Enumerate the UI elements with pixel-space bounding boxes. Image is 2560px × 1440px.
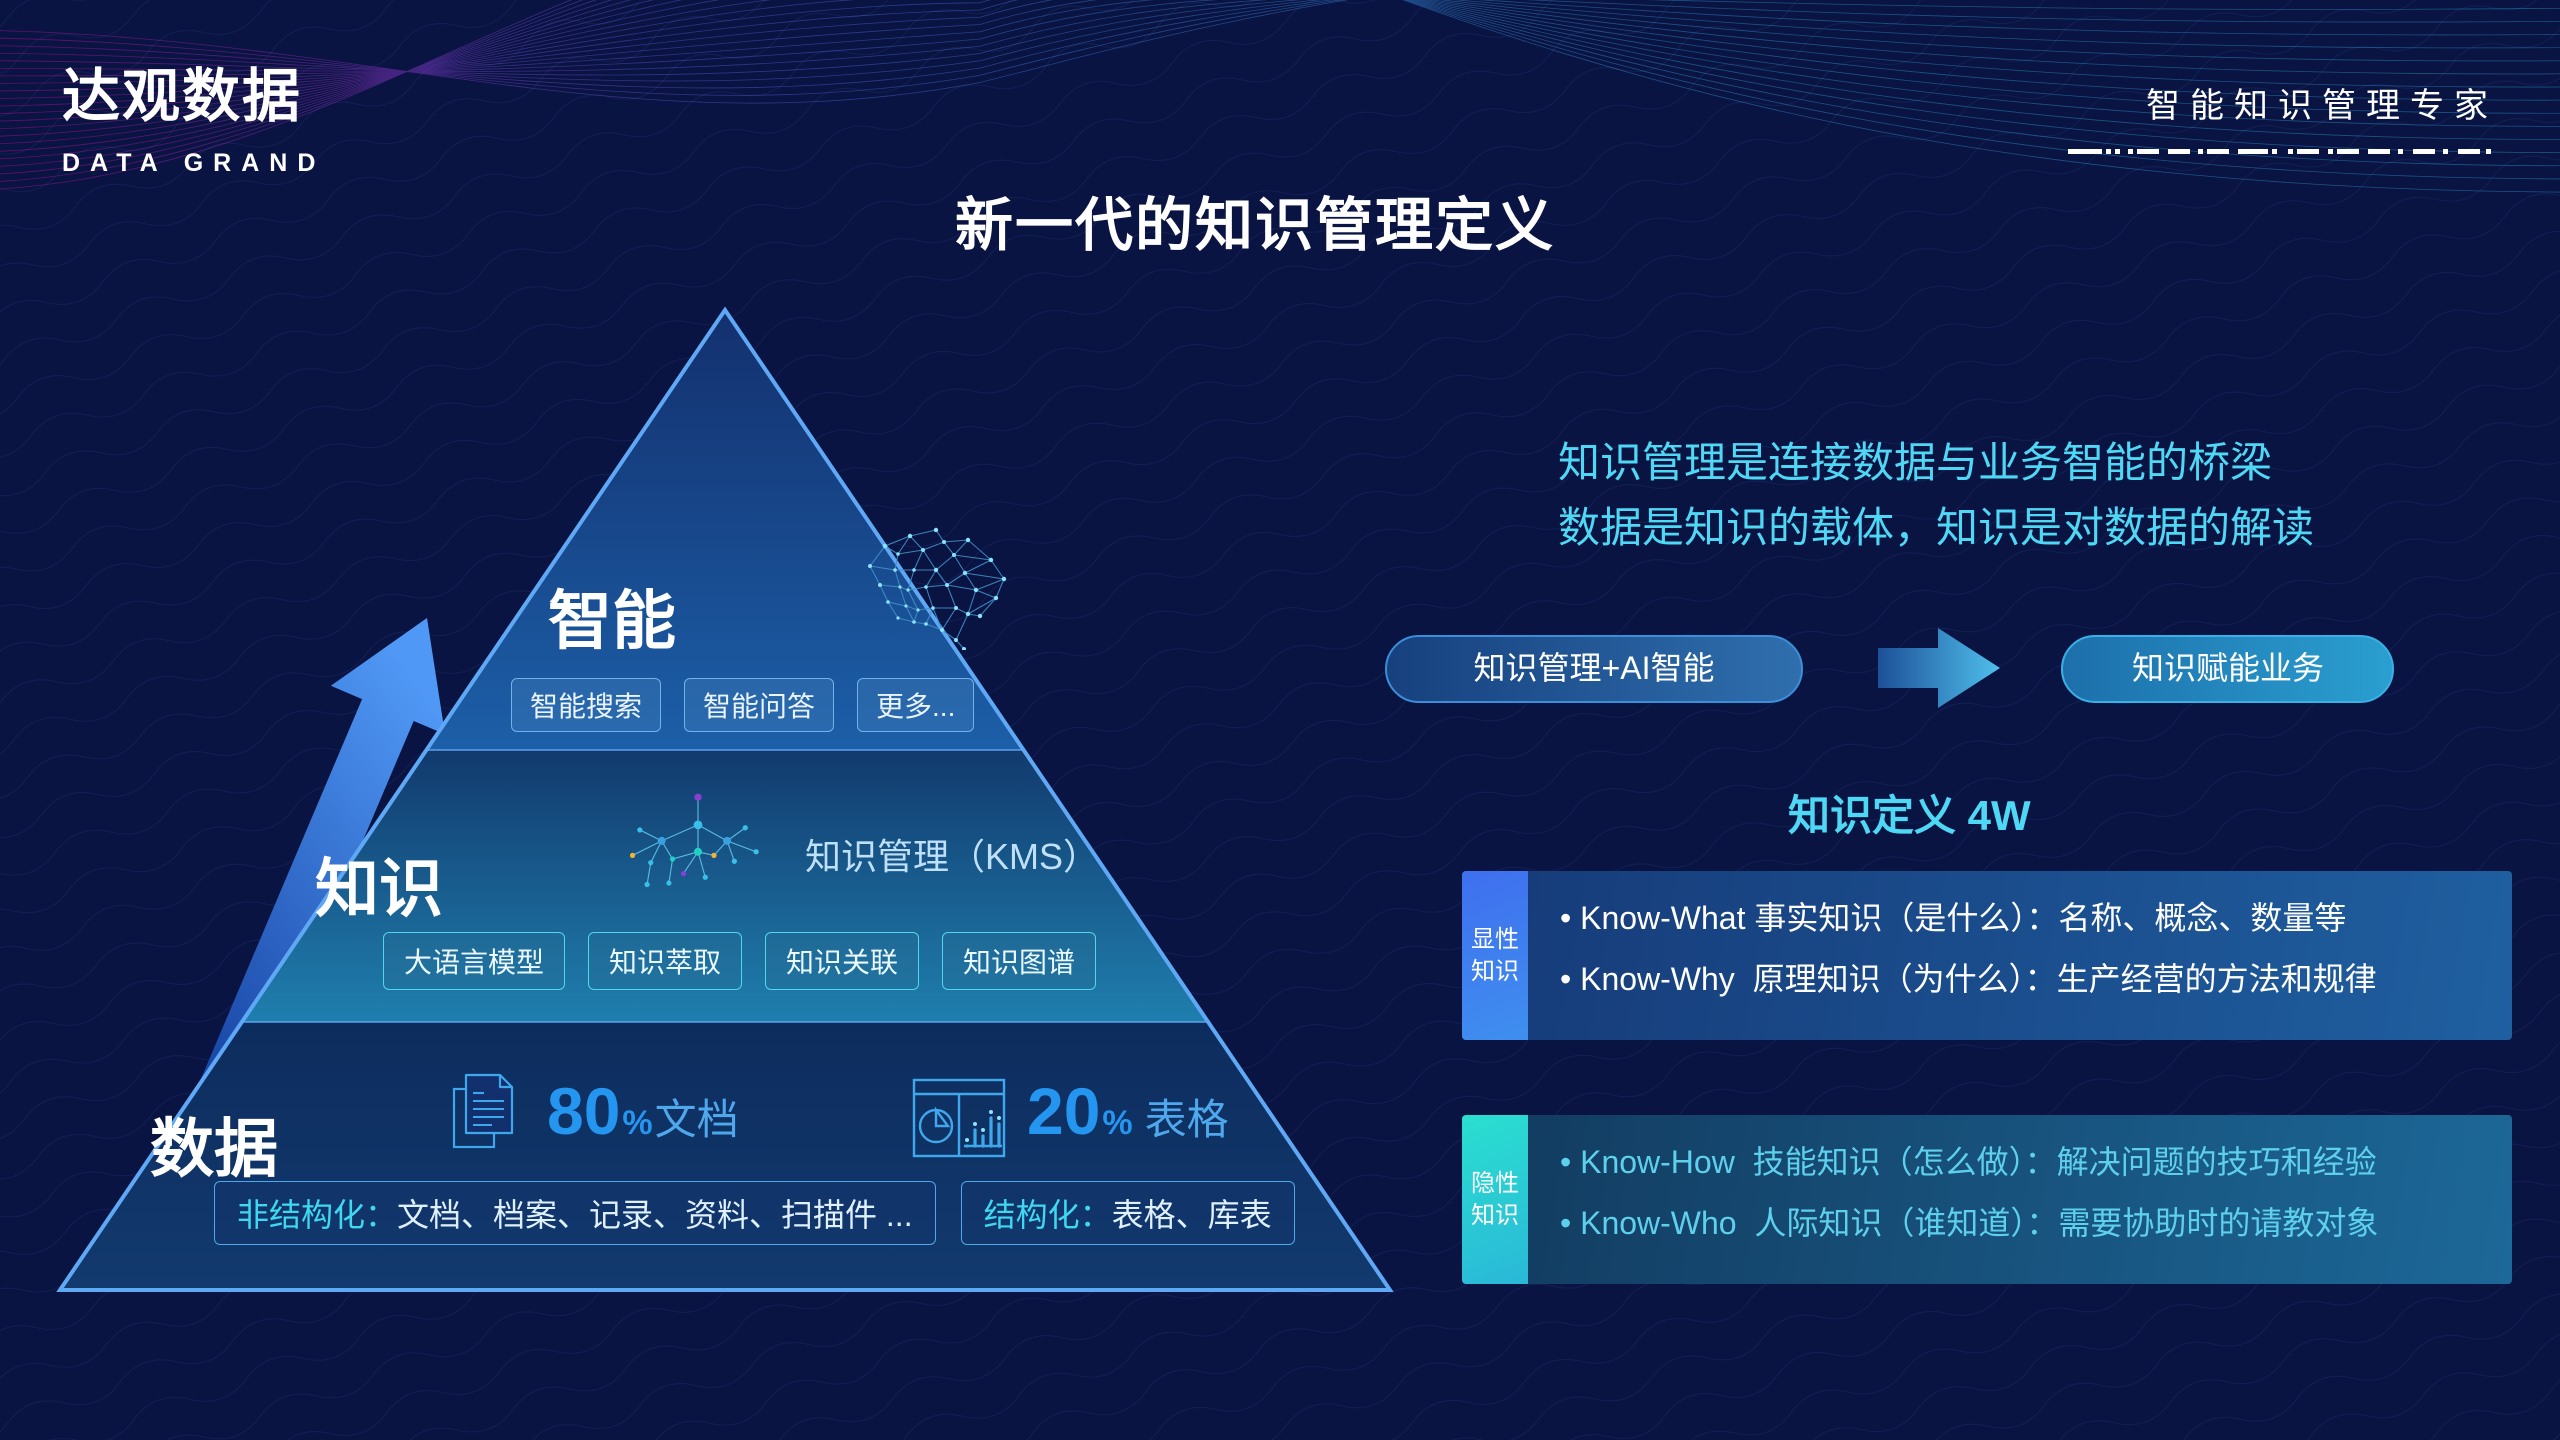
svg-text:知识管理+AI智能: 知识管理+AI智能 <box>1474 650 1715 686</box>
svg-text:达观数据: 达观数据 <box>62 64 302 129</box>
svg-text:知识赋能业务: 知识赋能业务 <box>2132 650 2324 686</box>
